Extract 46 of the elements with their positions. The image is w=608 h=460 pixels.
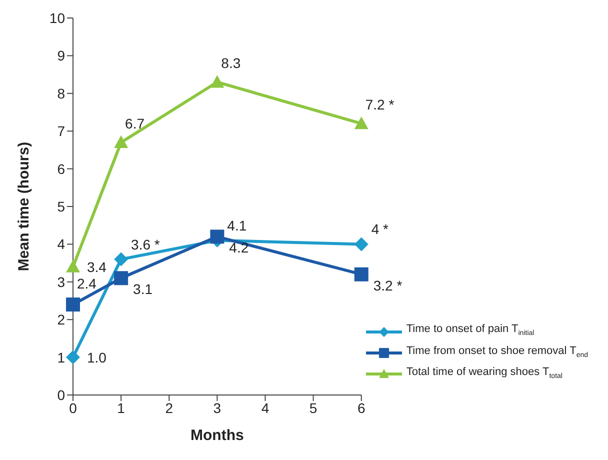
x-axis-title: Months <box>190 427 244 444</box>
x-tick-label: 5 <box>309 400 318 416</box>
point <box>66 260 80 272</box>
x-tick-label: 1 <box>117 400 126 416</box>
y-tick-label: 10 <box>49 10 66 26</box>
point <box>66 350 80 364</box>
y-tick-label: 7 <box>57 123 66 140</box>
legend-label: Time from onset to shoe removal T$_{end}$ <box>406 344 588 359</box>
y-axis-title: Mean time (hours) <box>15 142 32 272</box>
data-label: 4 * <box>371 221 390 238</box>
legend-label: Time to onset of pain T$_{initial}$ <box>406 323 534 338</box>
point <box>354 116 368 130</box>
data-label: 4.1 <box>227 217 247 234</box>
x-tick-label: 2 <box>165 400 174 416</box>
data-label: 3.1 <box>133 281 153 298</box>
point <box>114 271 128 286</box>
point <box>354 237 368 252</box>
data-label: 8.3 <box>221 55 241 72</box>
y-tick-label: 1 <box>57 349 66 366</box>
y-tick-label: 8 <box>57 85 66 102</box>
x-tick-label: 4 <box>261 400 270 416</box>
y-tick-label: 3 <box>57 274 66 290</box>
x-tick-label: 3 <box>213 400 222 416</box>
legend-label: Total time of wearing shoes T$_{total}$ <box>406 366 562 380</box>
data-label: 1.0 <box>87 349 107 366</box>
point <box>114 252 128 266</box>
y-tick-label: 6 <box>57 160 66 177</box>
data-label: 4.2 <box>229 240 249 256</box>
x-tick-label: 6 <box>357 400 366 416</box>
point <box>114 135 128 148</box>
point <box>66 298 80 312</box>
x-tick-label: 0 <box>69 400 78 416</box>
data-label: 3.6 * <box>131 236 160 252</box>
y-tick-label: 5 <box>57 198 66 214</box>
y-tick-label: 9 <box>57 48 66 64</box>
data-label: 7.2 * <box>365 96 395 113</box>
point <box>210 230 224 244</box>
data-label: 6.7 <box>125 115 145 132</box>
data-label: 3.4 <box>87 258 107 275</box>
data-label: 3.2 * <box>373 277 403 294</box>
y-tick-label: 4 <box>57 236 66 252</box>
y-tick-label: 2 <box>57 312 66 328</box>
point <box>354 267 368 282</box>
y-tick-label: 0 <box>57 386 66 403</box>
point <box>210 75 224 88</box>
data-label: 2.4 <box>77 276 97 292</box>
